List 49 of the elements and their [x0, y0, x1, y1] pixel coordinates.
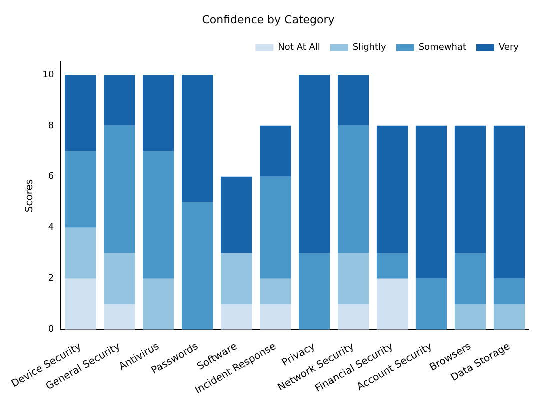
- bar: [221, 304, 252, 330]
- bar: [454, 304, 486, 330]
- legend-label: Very: [498, 43, 520, 54]
- bar: [454, 126, 486, 254]
- bar: [221, 253, 252, 304]
- bar: [260, 278, 292, 304]
- bar: [182, 202, 214, 330]
- bar: [104, 126, 136, 254]
- bar: [65, 228, 96, 279]
- y-axis-title: Scores: [24, 179, 36, 213]
- y-tick-label: 4: [48, 223, 54, 234]
- bar: [104, 253, 136, 304]
- bar: [65, 74, 96, 152]
- bar: [338, 253, 370, 304]
- bar: [494, 278, 526, 304]
- bar: [104, 304, 136, 330]
- bar: [494, 304, 526, 330]
- bar: [65, 151, 96, 228]
- bar: [376, 126, 408, 254]
- bar: [143, 151, 174, 279]
- y-tick-label: 8: [48, 121, 54, 132]
- bar: [338, 304, 370, 330]
- bar: [338, 74, 370, 126]
- bar: [221, 176, 252, 254]
- chart-title: Confidence by Category: [202, 13, 336, 26]
- bar: [260, 304, 292, 330]
- bar: [104, 74, 136, 126]
- legend-label: Slightly: [352, 43, 388, 54]
- bar: [260, 176, 292, 279]
- bar: [143, 74, 174, 152]
- y-tick-label: 10: [42, 70, 54, 80]
- bar: [416, 278, 448, 330]
- bar: [298, 253, 330, 330]
- bar: [338, 126, 370, 254]
- y-tick-label: 0: [48, 325, 54, 336]
- legend-label: Not At All: [278, 43, 320, 54]
- bar: [65, 278, 96, 330]
- bar: [376, 253, 408, 279]
- bar: [376, 278, 408, 330]
- bar: [298, 74, 330, 254]
- y-tick-label: 6: [48, 172, 54, 182]
- bar: [260, 126, 292, 177]
- y-tick-label: 2: [48, 274, 54, 284]
- bar: [143, 278, 174, 330]
- bar: [182, 74, 214, 202]
- bar: [454, 253, 486, 304]
- legend-label: Somewhat: [418, 43, 467, 54]
- bar: [416, 126, 448, 279]
- bar: [494, 126, 526, 279]
